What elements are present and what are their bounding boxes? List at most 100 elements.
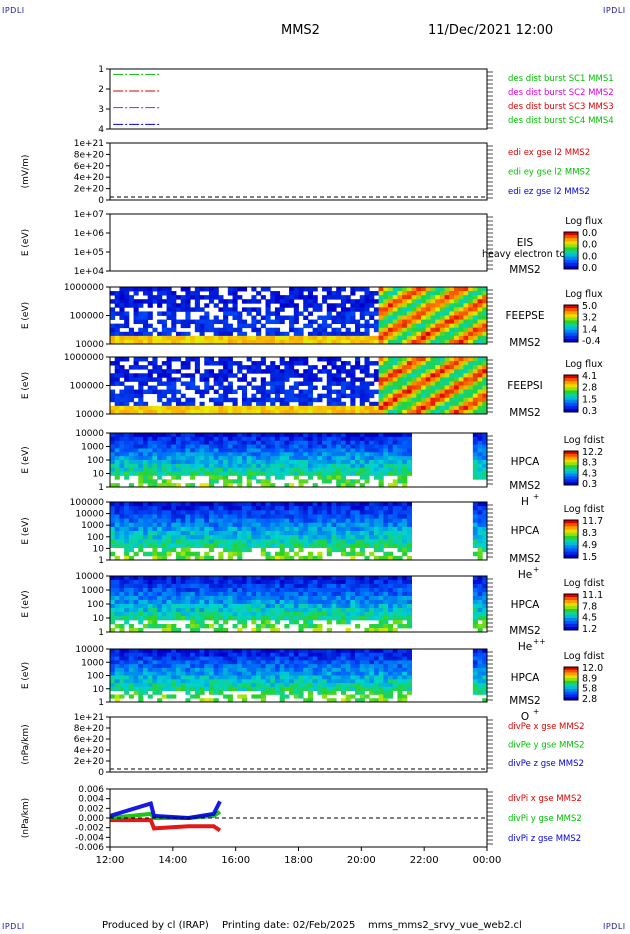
hpca-he2-cell (147, 584, 153, 589)
hpca-he1-cell (326, 518, 332, 524)
feeps-e-cell (138, 299, 144, 304)
feeps-e-cell (355, 299, 361, 304)
hpca-he1-cell (110, 535, 116, 540)
feeps-e-cell (444, 335, 450, 341)
hpca-he2-cell (260, 616, 266, 621)
hpca-he2-cell (128, 580, 134, 585)
feeps-i-cell (166, 365, 172, 370)
hpca-he2-cell (293, 604, 299, 609)
hpca-h-cell (364, 467, 370, 472)
hpca-h-cell (175, 467, 182, 472)
hpca-he1-cell (213, 518, 219, 524)
hpca-o-cell (110, 660, 116, 665)
feeps-i-cell (213, 405, 219, 411)
feeps-i-cell (411, 389, 417, 395)
hpca-he2-cell (298, 608, 304, 613)
hpca-he2-cell (256, 624, 262, 629)
feeps-i-cell (364, 373, 370, 378)
feeps-e-cell (439, 319, 445, 325)
hpca-h-cell (364, 460, 370, 465)
feeps-i-cell (350, 405, 356, 411)
hpca-h-cell (378, 444, 384, 449)
hpca-h-cell (331, 448, 337, 453)
hpca-he1-cell (227, 535, 233, 540)
hpca-h-cell (303, 471, 309, 476)
hpca-he2-cell (133, 592, 139, 597)
hpca-he1-cell (350, 506, 356, 511)
feeps-i-cell (227, 365, 233, 370)
hpca-o-cell (138, 664, 144, 669)
hpca-he2-cell (298, 588, 304, 593)
feeps-i-cell (204, 377, 210, 382)
hpca-he1-cell (284, 502, 290, 507)
hpca-h-cell (218, 444, 224, 449)
hpca-o-cell (171, 652, 177, 657)
hpca-he1-cell (303, 518, 309, 524)
feeps-i-cell (435, 405, 441, 411)
feeps-e-cell (199, 315, 205, 320)
feeps-e-cell (340, 311, 347, 316)
hpca-he1-cell (477, 522, 483, 528)
feeps-i-cell (289, 369, 295, 374)
hpca-he1-cell (274, 522, 281, 528)
feeps-e-cell (289, 295, 295, 300)
feeps-i-cell (326, 373, 332, 378)
hpca-o-cell (110, 649, 116, 654)
feeps-e-cell (166, 295, 172, 300)
hpca-he1-cell (279, 547, 285, 553)
feeps-i-cell (147, 377, 153, 382)
hpca-h-cell (397, 463, 403, 469)
hpca-o-cell (237, 675, 243, 680)
hpca-he2-cell (293, 576, 299, 581)
feeps-i-cell (472, 397, 478, 403)
hpca-he1-cell (204, 510, 210, 515)
feeps-i-cell (194, 385, 200, 390)
hpca-he1-cell (303, 543, 309, 548)
hpca-h-cell (373, 463, 380, 469)
feeps-i-cell (369, 393, 375, 399)
feeps-e-cell (251, 287, 257, 292)
hpca-he2-cell (124, 612, 130, 617)
hpca-he2-cell (383, 612, 389, 617)
feeps-e-cell (482, 327, 488, 333)
feeps-e-cell (468, 335, 474, 341)
hpca-h-cell (180, 467, 186, 472)
feeps-e-cell (463, 299, 469, 304)
hpca-he1-cell (284, 506, 290, 511)
hpca-he2-cell (204, 576, 210, 581)
feeps-i-cell (411, 377, 417, 382)
feeps-i-cell (439, 401, 445, 407)
hpca-he2-cell (133, 596, 139, 601)
hpca-he2-cell (270, 588, 276, 593)
feeps-e-cell (293, 331, 299, 337)
hpca-h-cell (138, 448, 144, 453)
hpca-he2-cell (265, 592, 271, 597)
hpca-h-cell (237, 433, 243, 438)
hpca-he2-cell (274, 596, 281, 601)
feeps-i-cell (430, 385, 436, 390)
feeps-i-cell (482, 401, 488, 407)
hpca-h-cell (166, 448, 172, 453)
hpca-h-cell (171, 467, 177, 472)
hpca-he1-cell (482, 535, 488, 540)
hpca-he1-cell (114, 543, 120, 548)
hpca-h-ytick-label: 10000 (75, 429, 104, 439)
hpca-o-cell (223, 664, 229, 669)
feeps-i-cell (218, 381, 224, 386)
hpca-h-cell (364, 440, 370, 445)
feeps-e-cell (331, 319, 337, 325)
feeps-e-cell (425, 303, 431, 308)
hpca-he2-cell (260, 624, 266, 629)
hpca-he1-cell (157, 535, 163, 540)
hpca-he1-cell (402, 547, 408, 553)
hpca-h-cell (364, 463, 370, 469)
hpca-he1-cell (218, 506, 224, 511)
hpca-h-cell (373, 456, 380, 461)
feeps-e-cell (237, 287, 243, 292)
feeps-i-cell (124, 401, 130, 407)
feeps-e-cell (199, 295, 205, 300)
feeps-i-cell (161, 369, 167, 374)
feeps-i-cell (383, 389, 389, 395)
hpca-h-cell (477, 433, 483, 438)
hpca-he1-cell (166, 502, 172, 507)
